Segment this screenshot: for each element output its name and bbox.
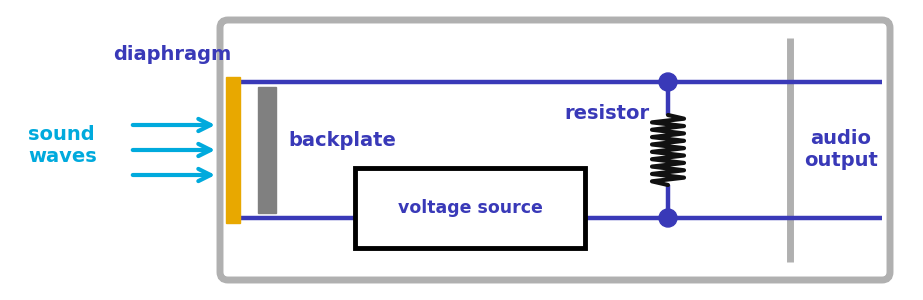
Text: sound
waves: sound waves: [28, 124, 97, 166]
Bar: [355, 168, 585, 248]
Text: voltage source: voltage source: [398, 199, 543, 217]
Text: backplate: backplate: [288, 130, 396, 149]
Text: audio
output: audio output: [804, 130, 878, 170]
Text: diaphragm: diaphragm: [113, 45, 231, 64]
Text: resistor: resistor: [565, 104, 650, 123]
Circle shape: [659, 73, 677, 91]
Circle shape: [659, 209, 677, 227]
Bar: [258, 87, 276, 213]
Bar: [226, 77, 240, 223]
